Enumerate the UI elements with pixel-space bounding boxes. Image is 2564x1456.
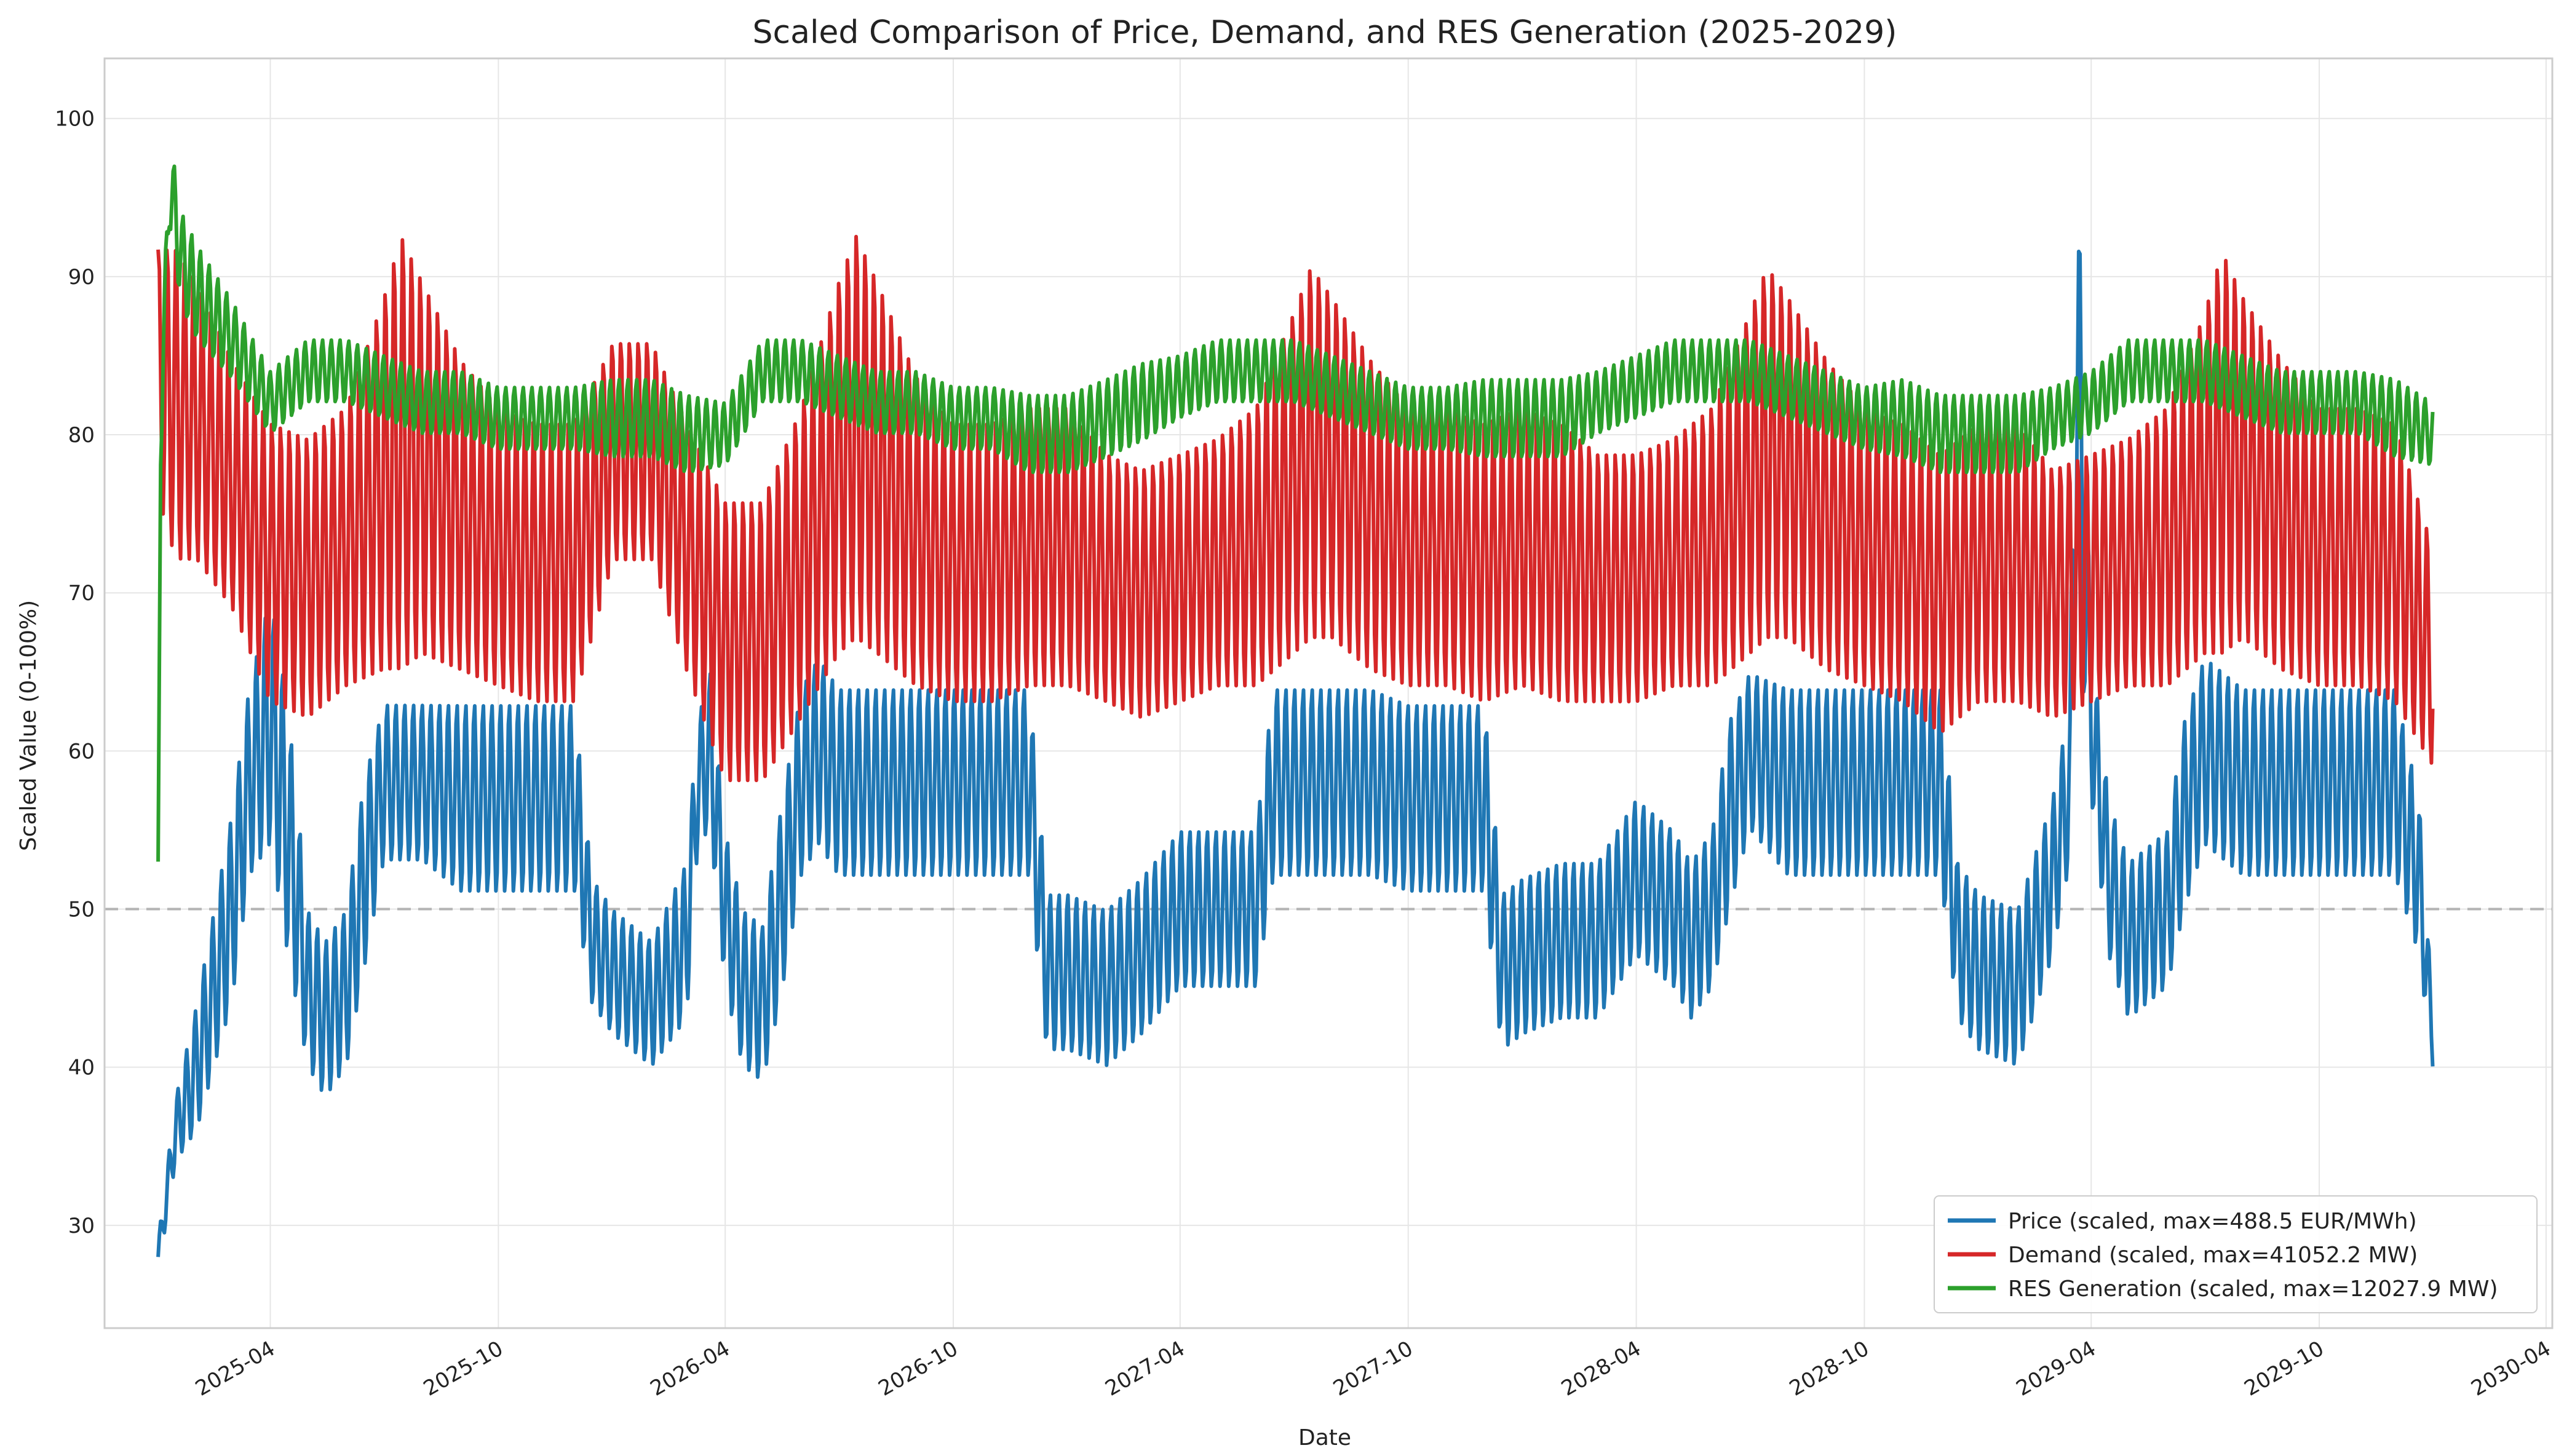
y-axis-label: Scaled Value (0-100%) xyxy=(16,600,41,851)
legend-label: Demand (scaled, max=41052.2 MW) xyxy=(2008,1243,2418,1268)
legend-label: RES Generation (scaled, max=12027.9 MW) xyxy=(2008,1276,2498,1302)
x-axis-label: Date xyxy=(1298,1425,1351,1450)
series-line-1 xyxy=(156,234,2435,783)
series-layer xyxy=(105,164,2552,1257)
legend-box xyxy=(1934,1195,2538,1313)
y-tick-label: 30 xyxy=(68,1214,95,1238)
y-tick-label: 60 xyxy=(68,739,95,764)
y-tick-label: 90 xyxy=(68,265,95,290)
y-tick-label: 50 xyxy=(68,898,95,922)
series-line-0 xyxy=(156,250,2435,1257)
y-tick-label: 80 xyxy=(68,423,95,448)
y-tick-label: 40 xyxy=(68,1056,95,1080)
legend-label: Price (scaled, max=488.5 EUR/MWh) xyxy=(2008,1209,2417,1234)
chart-title: Scaled Comparison of Price, Demand, and … xyxy=(753,14,1897,51)
legend: Price (scaled, max=488.5 EUR/MWh) Demand … xyxy=(1934,1195,2538,1313)
plot-frame xyxy=(103,57,2554,1329)
y-tick-label: 70 xyxy=(68,581,95,606)
y-tick-label: 100 xyxy=(55,107,95,132)
series-line-2 xyxy=(156,164,2435,862)
